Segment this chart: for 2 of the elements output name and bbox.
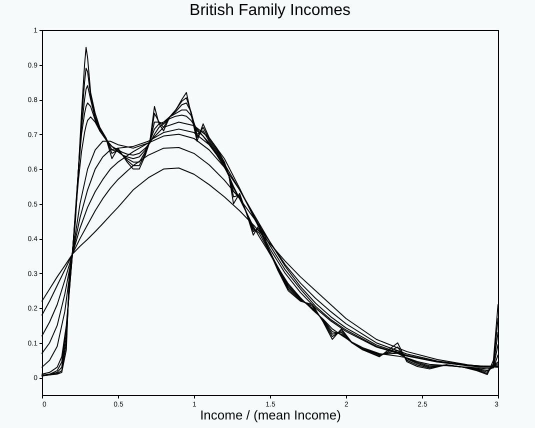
- x-axis-title: Income / (mean Income): [200, 408, 341, 422]
- chart-title: British Family Incomes: [190, 2, 350, 19]
